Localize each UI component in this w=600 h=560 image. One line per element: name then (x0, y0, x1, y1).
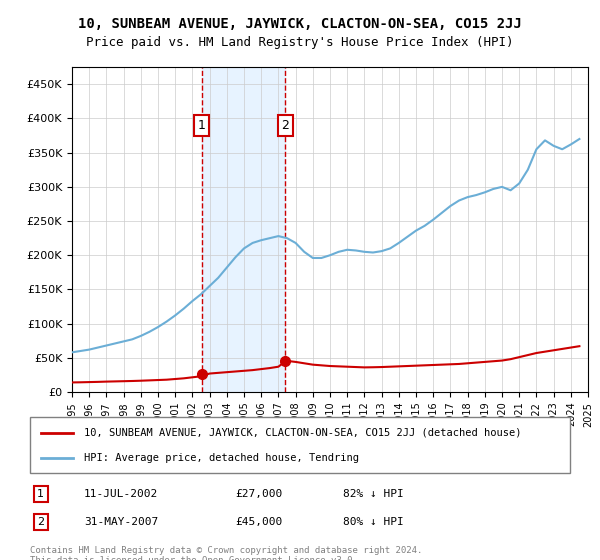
Text: 2: 2 (37, 517, 44, 527)
Text: Price paid vs. HM Land Registry's House Price Index (HPI): Price paid vs. HM Land Registry's House … (86, 36, 514, 49)
Text: £27,000: £27,000 (235, 489, 283, 499)
Text: 2: 2 (281, 119, 289, 132)
Text: 10, SUNBEAM AVENUE, JAYWICK, CLACTON-ON-SEA, CO15 2JJ (detached house): 10, SUNBEAM AVENUE, JAYWICK, CLACTON-ON-… (84, 428, 521, 438)
Bar (202, 67, 286, 392)
Text: 1: 1 (37, 489, 44, 499)
Text: 10, SUNBEAM AVENUE, JAYWICK, CLACTON-ON-SEA, CO15 2JJ: 10, SUNBEAM AVENUE, JAYWICK, CLACTON-ON-… (78, 17, 522, 31)
Text: 1: 1 (197, 119, 205, 132)
Text: Contains HM Land Registry data © Crown copyright and database right 2024.
This d: Contains HM Land Registry data © Crown c… (30, 546, 422, 560)
Text: 11-JUL-2002: 11-JUL-2002 (84, 489, 158, 499)
Text: 31-MAY-2007: 31-MAY-2007 (84, 517, 158, 527)
Text: 80% ↓ HPI: 80% ↓ HPI (343, 517, 404, 527)
Text: HPI: Average price, detached house, Tendring: HPI: Average price, detached house, Tend… (84, 452, 359, 463)
Text: 82% ↓ HPI: 82% ↓ HPI (343, 489, 404, 499)
FancyBboxPatch shape (30, 417, 570, 473)
Text: £45,000: £45,000 (235, 517, 283, 527)
